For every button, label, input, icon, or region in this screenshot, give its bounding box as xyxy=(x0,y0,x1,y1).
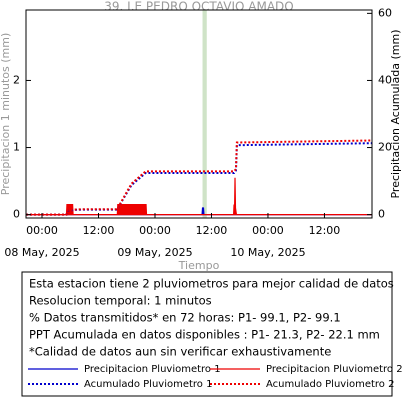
legend-label: Acumulado Pluviometro 1 xyxy=(84,379,212,390)
note-line: *Calidad de datos aun sin verificar exha… xyxy=(29,345,331,359)
legend-label: Acumulado Pluviometro 2 xyxy=(266,379,394,390)
chart-title: 39. I.E PEDRO OCTAVIO AMADO xyxy=(104,0,293,14)
plot-frame xyxy=(25,9,373,219)
y2-tick-label: 0 xyxy=(378,208,385,221)
y2-tick-label: 40 xyxy=(378,73,392,86)
x-tick-label: 12:00 xyxy=(309,224,341,237)
accum-line xyxy=(26,139,373,216)
date-label: 08 May, 2025 xyxy=(4,246,79,259)
y2-axis-label: Precipitacion Acumulada (mm) xyxy=(389,29,402,198)
precip-area xyxy=(26,207,372,216)
x-tick-label: 00:00 xyxy=(252,224,284,237)
date-label: 10 May, 2025 xyxy=(230,246,305,259)
x-tick-label: 00:00 xyxy=(26,224,58,237)
x-axis-label: Tiempo xyxy=(178,259,220,272)
note-line: % Datos transmitidos* en 72 horas: P1- 9… xyxy=(29,311,341,325)
note-line: Resolucion temporal: 1 minutos xyxy=(29,294,212,308)
accum-line xyxy=(26,142,373,216)
y-tick-label: 1 xyxy=(13,141,20,154)
legend-box xyxy=(21,271,393,397)
date-label: 09 May, 2025 xyxy=(117,246,192,259)
highlight-band xyxy=(202,10,207,218)
y-tick-label: 0 xyxy=(13,208,20,221)
precip-area xyxy=(26,177,372,216)
note-line: PPT Acumulada en datos disponibles : P1-… xyxy=(29,328,380,342)
legend-label: Precipitacion Pluviometro 1 xyxy=(84,364,221,375)
x-tick-label: 00:00 xyxy=(139,224,171,237)
y2-tick-label: 20 xyxy=(378,141,392,154)
x-tick-label: 12:00 xyxy=(83,224,115,237)
y-tick-label: 2 xyxy=(13,73,20,86)
note-line: Esta estacion tiene 2 pluviometros para … xyxy=(29,277,394,291)
y-axis-label: Precipitacion 1 minutos (mm) xyxy=(0,33,12,195)
x-tick-label: 12:00 xyxy=(196,224,228,237)
y2-tick-label: 60 xyxy=(378,6,392,19)
legend-label: Precipitacion Pluviometro 2 xyxy=(266,364,402,375)
